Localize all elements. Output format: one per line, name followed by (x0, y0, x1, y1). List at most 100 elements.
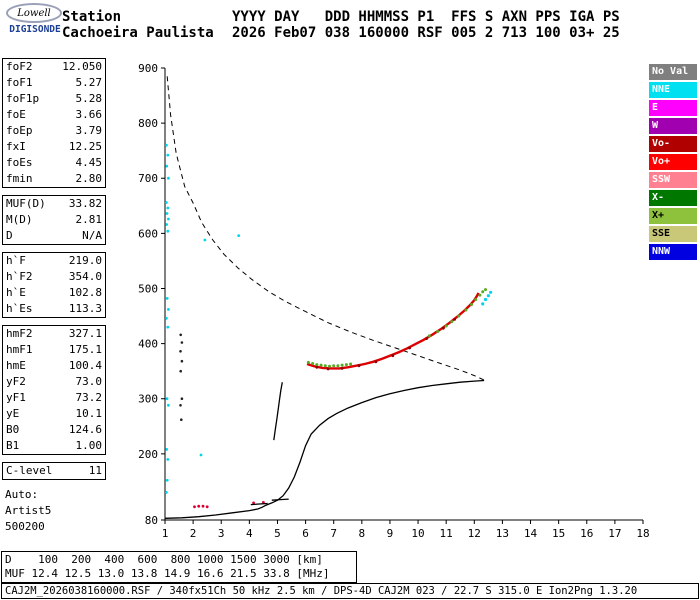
param-value: N/A (82, 229, 102, 242)
svg-text:80: 80 (145, 514, 158, 527)
svg-text:500: 500 (138, 282, 158, 295)
series-es-segment-2 (271, 498, 289, 501)
d-row: D 100 200 400 600 800 1000 1500 3000 [km… (5, 553, 323, 566)
param-footer-line: 500200 (5, 520, 45, 533)
svg-text:12: 12 (468, 527, 481, 540)
param-label: D (6, 229, 13, 242)
param-row-foe: foE 3.66 (3, 107, 105, 123)
param-value: 2.81 (75, 213, 103, 226)
svg-text:16: 16 (580, 527, 593, 540)
series-f1-profile-segment (273, 382, 283, 441)
svg-text:14: 14 (524, 527, 538, 540)
lowell-logo-oval: Lowell (6, 3, 62, 23)
legend-item-x-: X- (649, 190, 697, 206)
param-row-b1: B1 1.00 (3, 438, 105, 454)
svg-text:3: 3 (218, 527, 225, 540)
param-label: foEs (6, 156, 33, 169)
param-label: foF2 (6, 60, 33, 73)
param-group: h`F 219.0 h`F2 354.0 h`E 102.8 h`Es 113.3 (2, 252, 106, 318)
param-value: 3.66 (75, 108, 103, 121)
param-row-md: M(D) 2.81 (3, 212, 105, 228)
param-footer-line: Auto: (5, 488, 39, 501)
svg-text:200: 200 (138, 448, 158, 461)
param-row-clevel: C-level 11 (3, 463, 105, 479)
ionogram-chart: 1 2 3 4 5 6 7 8 9 10 11 12 13 14 15 16 17 189008007006005… (138, 62, 650, 540)
svg-text:800: 800 (138, 117, 158, 130)
param-label: yF1 (6, 391, 26, 404)
param-row-hme: hmE 100.4 (3, 358, 105, 374)
series-es-echoes-red (193, 501, 265, 509)
param-footer-line: Artist5 (5, 504, 52, 517)
station-label: Station (62, 9, 122, 25)
param-value: 100.4 (68, 359, 102, 372)
param-value: 2.80 (75, 172, 103, 185)
legend-item-no-val: No Val (649, 64, 697, 80)
param-value: 5.27 (75, 76, 103, 89)
param-label: hmF1 (6, 343, 33, 356)
param-row-yf2: yF2 73.0 (3, 374, 105, 390)
svg-text:13: 13 (496, 527, 509, 540)
svg-text:5: 5 (274, 527, 281, 540)
param-value: 73.2 (75, 391, 103, 404)
param-row-hes: h`Es 113.3 (3, 301, 105, 317)
param-group: hmF2 327.1 hmF1 175.1 hmE 100.4 yF2 73.0 yF1 73.2… (2, 325, 106, 455)
param-label: yF2 (6, 375, 26, 388)
series-es-segment-1 (250, 502, 268, 506)
svg-text:300: 300 (138, 393, 158, 406)
param-group: MUF(D) 33.82 M(D) 2.81 D N/A (2, 195, 106, 245)
param-row-mufd: MUF(D) 33.82 (3, 196, 105, 212)
svg-text:8: 8 (359, 527, 366, 540)
param-group: foF2 12.050 foF1 5.27 foF1p 5.28 foE 3.66 foEp 3.… (2, 58, 106, 188)
param-value: 124.6 (68, 423, 102, 436)
param-label: yE (6, 407, 20, 420)
svg-text:11: 11 (440, 527, 453, 540)
param-label: foEp (6, 124, 33, 137)
param-row-fmin: fmin 2.80 (3, 171, 105, 187)
station-block: Station Cachoeira Paulista (62, 9, 214, 41)
svg-text:6: 6 (302, 527, 309, 540)
param-label: foE (6, 108, 26, 121)
param-value: 5.28 (75, 92, 103, 105)
series-left-scatter (179, 333, 184, 422)
svg-text:600: 600 (138, 227, 158, 240)
param-row-fxi: fxI 12.25 (3, 139, 105, 155)
param-label: hmF2 (6, 327, 33, 340)
param-label: hmE (6, 359, 26, 372)
param-label: h`F2 (6, 270, 33, 283)
digisonde-logo: Lowell DIGISONDE (6, 3, 64, 35)
svg-text:900: 900 (138, 62, 158, 75)
series-nne-scatter (165, 143, 241, 494)
series-f2-trace-x (306, 288, 487, 368)
muf-table: D 100 200 400 600 800 1000 1500 3000 [km… (1, 551, 357, 583)
station-name: Cachoeira Paulista (62, 25, 214, 41)
axis-ticks (161, 67, 644, 524)
series-true-height-profile (164, 379, 485, 519)
legend-item-nnw: NNW (649, 244, 697, 260)
legend-item-sse: SSE (649, 226, 697, 242)
param-value: 10.1 (75, 407, 103, 420)
status-line: CAJ2M_2026038160000.RSF / 340fx51Ch 50 k… (1, 583, 699, 599)
legend-item-vo+: Vo+ (649, 154, 697, 170)
param-label: MUF(D) (6, 197, 46, 210)
param-label: h`Es (6, 302, 33, 315)
parameter-panel: foF2 12.050 foF1 5.27 foF1p 5.28 foE 3.66 foEp 3.… (2, 58, 106, 535)
param-row-he: h`E 102.8 (3, 285, 105, 301)
header-field-names: YYYY DAY DDD HHMMSS P1 FFS S AXN PPS IGA… (232, 9, 620, 25)
param-value: 11 (88, 464, 102, 477)
param-label: C-level (6, 464, 53, 477)
legend-item-x+: X+ (649, 208, 697, 224)
param-value: 12.25 (68, 140, 102, 153)
param-row-hmf1: hmF1 175.1 (3, 342, 105, 358)
header-field-values: 2026 Feb07 038 160000 RSF 005 2 713 100 … (232, 25, 620, 41)
param-label: fmin (6, 172, 33, 185)
svg-text:700: 700 (138, 172, 158, 185)
param-label: fxI (6, 140, 26, 153)
param-row-b0: B0 124.6 (3, 422, 105, 438)
param-label: B1 (6, 439, 20, 452)
param-label: B0 (6, 423, 20, 436)
svg-text:15: 15 (552, 527, 565, 540)
param-label: h`E (6, 286, 26, 299)
svg-text:17: 17 (608, 527, 621, 540)
param-row-hf2: h`F2 354.0 (3, 269, 105, 285)
